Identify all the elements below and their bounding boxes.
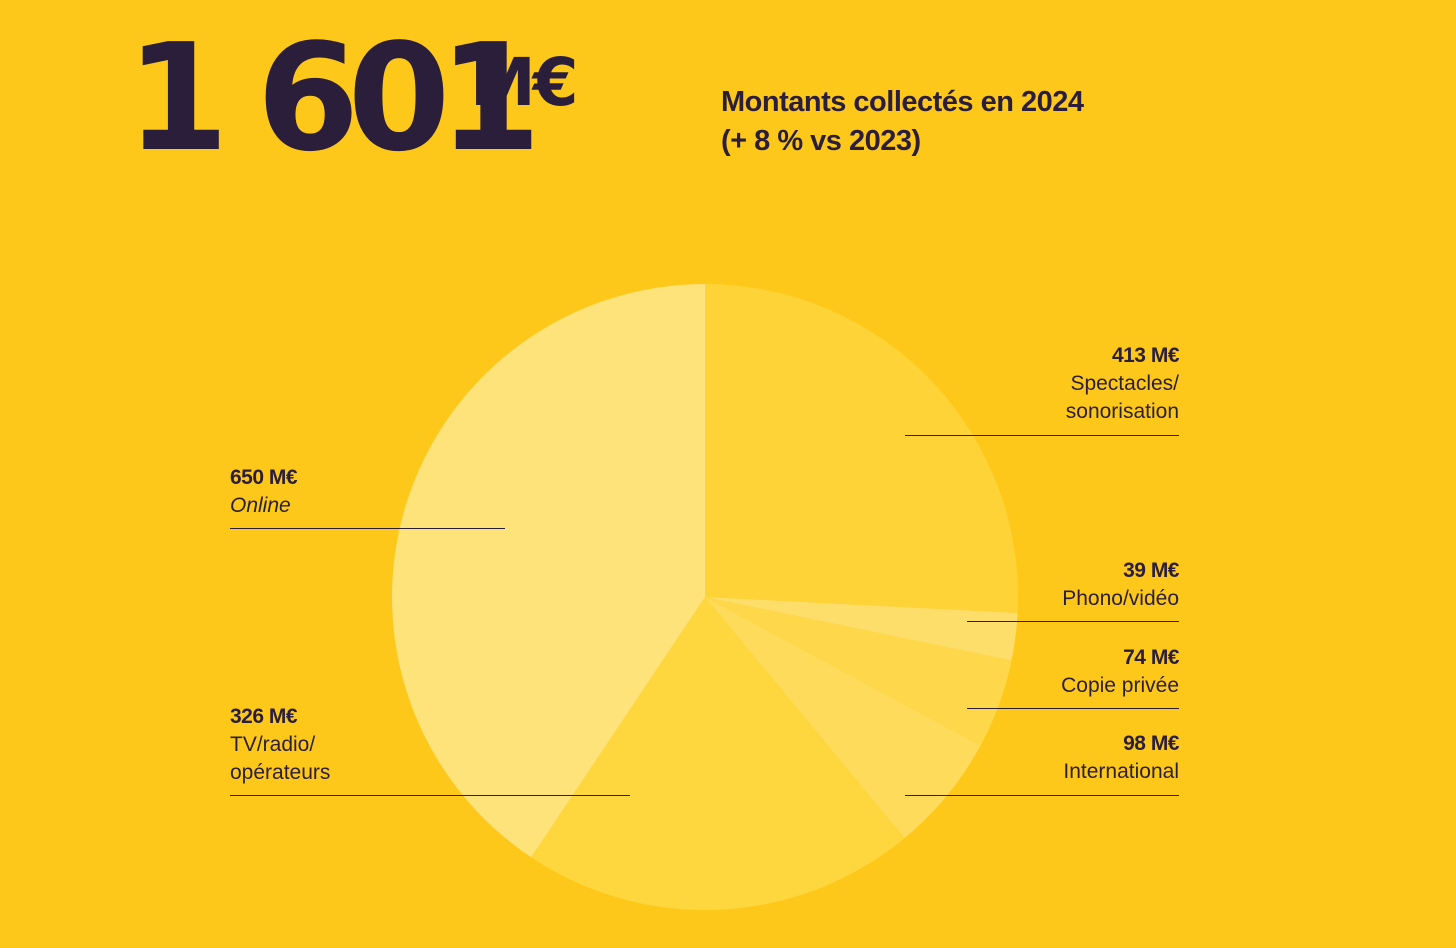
label-category-line: opérateurs [230,761,331,784]
leader-line-copie [967,708,1179,709]
label-spectacles: 413 M€ Spectacles/ sonorisation [1065,342,1180,426]
label-category-line: Copie privée [1061,674,1179,697]
label-category-line: International [1063,760,1179,783]
leader-line-international [905,795,1179,796]
label-value: 74 M€ [1123,646,1179,669]
caption-line-2: (+ 8 % vs 2023) [721,125,921,157]
label-category-line: Spectacles/ [1070,372,1179,395]
label-phono: 39 M€ Phono/vidéo [1062,557,1179,613]
pie-slice-2 [705,597,1018,661]
label-value: 98 M€ [1123,732,1179,755]
caption-line-1: Montants collectés en 2024 [721,86,1084,118]
label-value: 39 M€ [1123,559,1179,582]
headline-caption: Montants collectés en 2024 (+ 8 % vs 202… [721,83,1084,161]
pie-slice-5 [531,597,905,910]
leader-line-spectacles [905,435,1179,436]
label-category-line: sonorisation [1065,400,1179,423]
total-unit: M€ [470,44,579,121]
label-online: 650 M€ Online [230,464,298,520]
pie-slice-1 [705,284,1018,613]
pie-slice-4 [705,597,981,839]
label-category-line: Online [230,494,291,517]
label-value: 650 M€ [230,466,298,489]
pie-slice-6 [392,284,705,858]
leader-line-tv [230,795,630,796]
label-copie: 74 M€ Copie privée [1061,644,1179,700]
pie-slice-3 [705,597,1012,746]
label-international: 98 M€ International [1063,730,1179,786]
label-value: 413 M€ [1111,344,1180,367]
headline: 1 601 M€ Montants collectés en 2024 (+ 8… [0,0,1456,200]
total-amount: 1 601 [126,12,541,184]
label-value: 326 M€ [230,705,298,728]
label-category-line: Phono/vidéo [1062,587,1179,610]
leader-line-online [230,528,505,529]
label-tv: 326 M€ TV/radio/ opérateurs [230,703,330,787]
leader-line-phono [967,621,1179,622]
label-category-line: TV/radio/ [230,733,316,756]
